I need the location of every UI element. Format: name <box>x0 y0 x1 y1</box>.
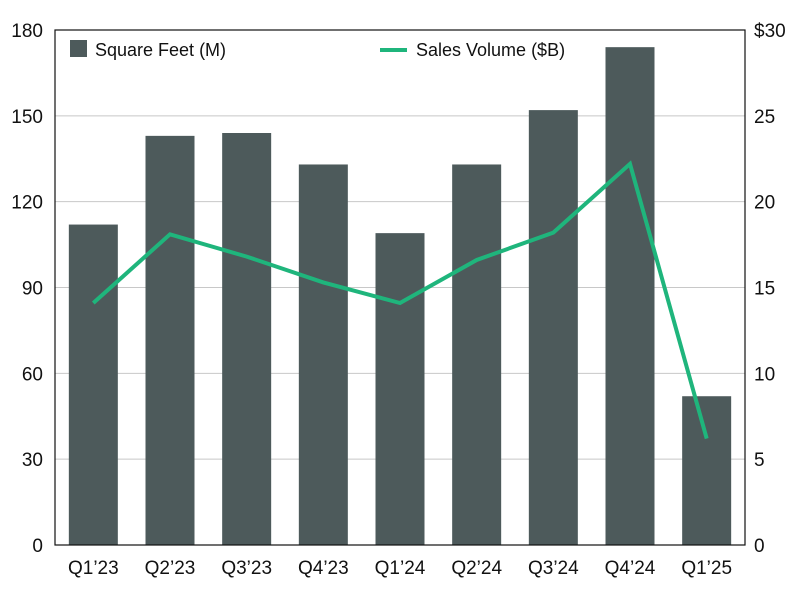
right-axis-ticks: 0 5 10 15 20 25 $30 <box>754 21 786 557</box>
bar-Q2’23 <box>145 135 195 545</box>
left-tick-label: 150 <box>11 107 43 128</box>
x-tick-label: Q2’24 <box>451 558 502 579</box>
bar-Q2’24 <box>452 164 502 545</box>
x-tick-label: Q3’23 <box>221 558 272 579</box>
left-tick-label: 60 <box>22 364 43 385</box>
sales-volume-line <box>91 160 709 440</box>
left-tick-label: 30 <box>22 450 43 471</box>
x-axis-ticks: Q1’23 Q2’23 Q3’23 Q4’23 Q1’24 Q2’24 Q3’24 Q4’24… <box>68 558 732 579</box>
right-tick-label: 0 <box>754 536 765 557</box>
bar-Q4’23 <box>298 164 348 545</box>
left-tick-label: 0 <box>32 536 43 557</box>
plot-border <box>54 29 746 546</box>
x-tick-label: Q3’24 <box>528 558 579 579</box>
right-tick-label: $30 <box>754 21 786 42</box>
bar-Q4’24 <box>605 47 655 546</box>
bar-Q1’23 <box>68 224 118 546</box>
legend-label-sales-volume: Sales Volume ($B) <box>416 40 565 60</box>
bar-Q3’23 <box>222 133 272 545</box>
legend: Square Feet (M) Sales Volume ($B) <box>70 40 565 60</box>
bar-Q3’24 <box>528 110 578 545</box>
x-tick-label: Q1’24 <box>375 558 426 579</box>
plot-frame <box>54 29 746 546</box>
x-tick-label: Q4’23 <box>298 558 349 579</box>
line-series <box>91 160 709 440</box>
legend-label-square-feet: Square Feet (M) <box>95 40 226 60</box>
x-tick-label: Q1’25 <box>681 558 732 579</box>
bar-series <box>68 47 732 546</box>
right-tick-label: 10 <box>754 364 775 385</box>
left-axis-ticks: 0 30 60 90 120 150 180 <box>11 21 43 557</box>
left-tick-label: 120 <box>11 193 43 214</box>
x-tick-label: Q4’24 <box>605 558 656 579</box>
left-tick-label: 180 <box>11 21 43 42</box>
right-tick-label: 25 <box>754 107 775 128</box>
right-tick-label: 15 <box>754 279 775 300</box>
x-tick-label: Q2’23 <box>145 558 196 579</box>
right-tick-label: 20 <box>754 193 775 214</box>
bar-Q1’25 <box>682 396 732 545</box>
right-tick-label: 5 <box>754 450 765 471</box>
bar-Q1’24 <box>375 233 425 545</box>
x-tick-label: Q1’23 <box>68 558 119 579</box>
left-tick-label: 90 <box>22 279 43 300</box>
legend-swatch-square-feet <box>70 40 87 57</box>
